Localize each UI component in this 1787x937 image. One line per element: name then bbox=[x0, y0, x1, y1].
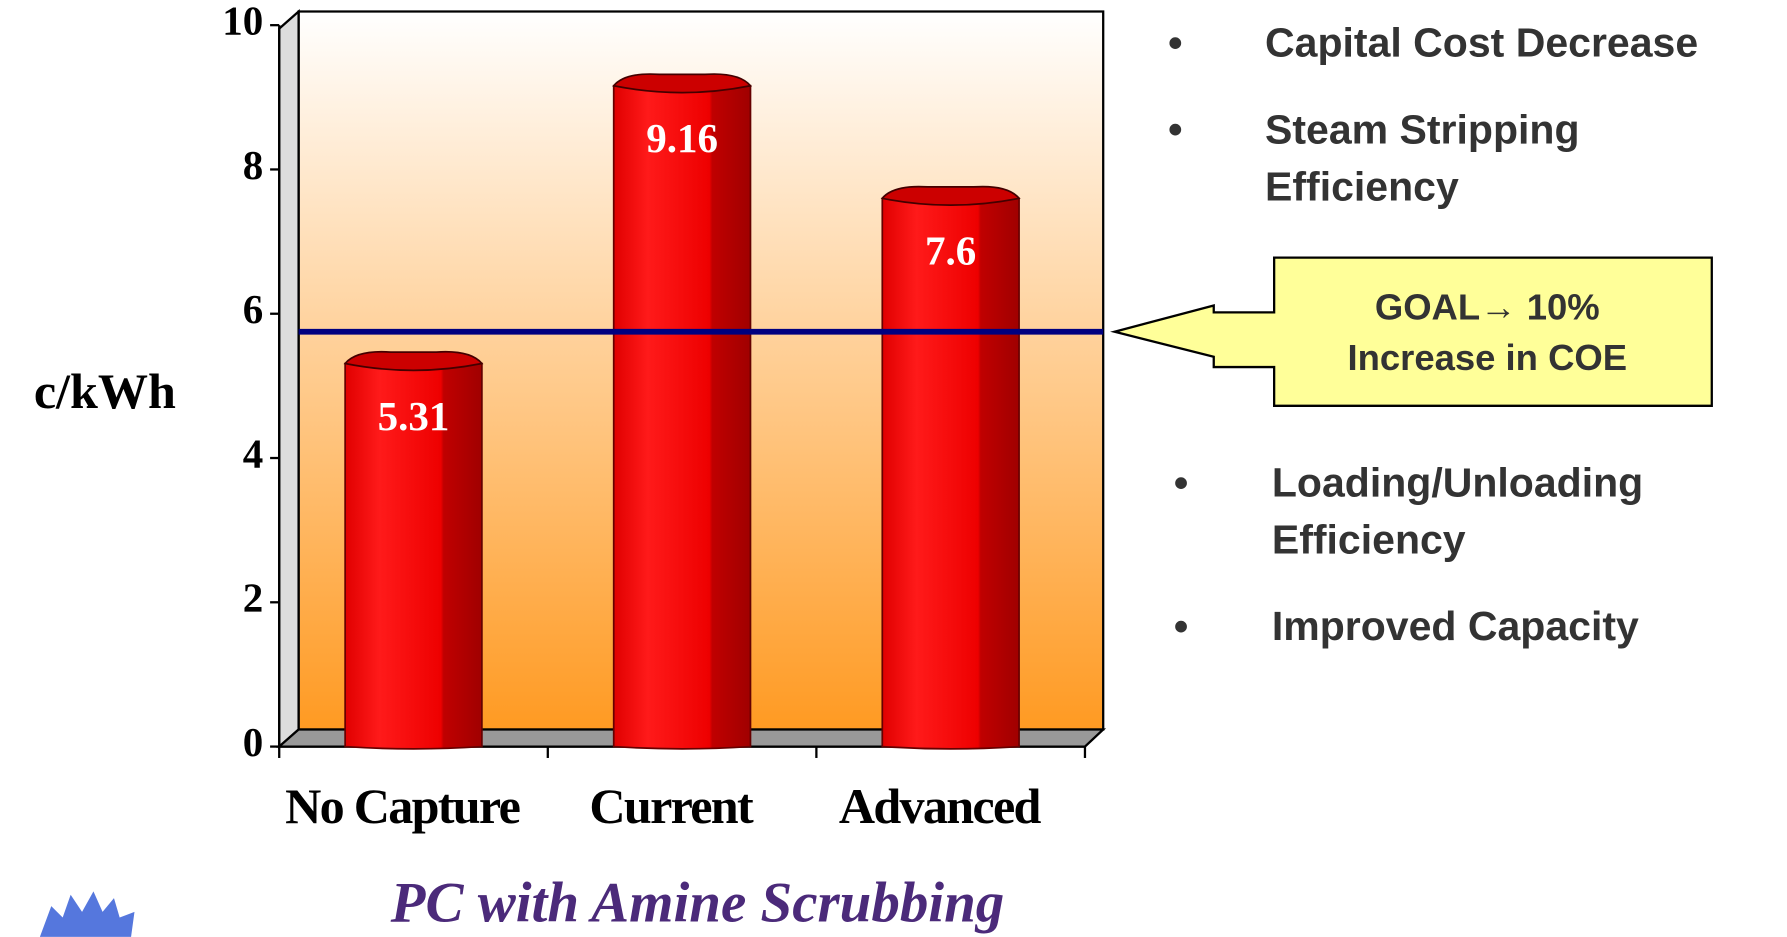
bullet-text: Capital Cost Decrease bbox=[1265, 20, 1698, 66]
bullet: • bbox=[1168, 20, 1182, 66]
bar-group: 7.6 bbox=[880, 185, 1021, 750]
bullet-text: Steam Stripping Efficiency bbox=[1265, 106, 1580, 209]
y-axis-label: c/kWh bbox=[34, 363, 176, 419]
bar-group: 9.16 bbox=[612, 73, 753, 750]
bullet-text: Improved Capacity bbox=[1272, 603, 1639, 649]
bar-top bbox=[343, 350, 484, 372]
y-tick-label: 8 bbox=[243, 142, 264, 188]
bullet-line: Loading/Unloading bbox=[1272, 459, 1643, 505]
bar bbox=[612, 84, 752, 750]
bar-top bbox=[612, 73, 753, 94]
y-tick-label: 0 bbox=[243, 719, 264, 765]
bullet: • bbox=[1168, 106, 1182, 152]
bullet-line: Efficiency bbox=[1265, 163, 1459, 209]
bullet-line: Improved Capacity bbox=[1272, 603, 1639, 649]
bar-group: 5.31 bbox=[343, 350, 484, 750]
data-label: 7.6 bbox=[925, 228, 976, 274]
data-label: 5.31 bbox=[378, 393, 450, 439]
bar bbox=[344, 362, 483, 750]
x-tick-label: Current bbox=[589, 778, 754, 834]
bullet: • bbox=[1174, 603, 1188, 649]
callout-arrow bbox=[1110, 256, 1713, 407]
bullet: • bbox=[1174, 459, 1188, 505]
data-label: 9.16 bbox=[646, 115, 718, 161]
y-tick-label: 2 bbox=[243, 575, 264, 621]
y-tick-label: 10 bbox=[222, 0, 263, 44]
bar bbox=[881, 197, 1020, 750]
logo bbox=[39, 891, 135, 937]
bullet-line: Steam Stripping bbox=[1265, 106, 1580, 152]
bar-top bbox=[880, 185, 1021, 207]
x-tick-label: No Capture bbox=[285, 778, 519, 834]
x-tick-label: Advanced bbox=[839, 778, 1042, 834]
callout-text: GOAL→ 10% bbox=[1375, 287, 1600, 328]
bullet-line: Capital Cost Decrease bbox=[1265, 20, 1698, 66]
y-tick-label: 4 bbox=[243, 430, 264, 476]
side-wall bbox=[278, 8, 300, 750]
bullet-text: Loading/Unloading Efficiency bbox=[1272, 459, 1643, 562]
x-axis-title: PC with Amine Scrubbing bbox=[390, 871, 1005, 934]
callout-text: Increase in COE bbox=[1347, 337, 1627, 378]
bullet-line: Efficiency bbox=[1272, 516, 1466, 562]
y-tick-label: 6 bbox=[243, 286, 264, 332]
